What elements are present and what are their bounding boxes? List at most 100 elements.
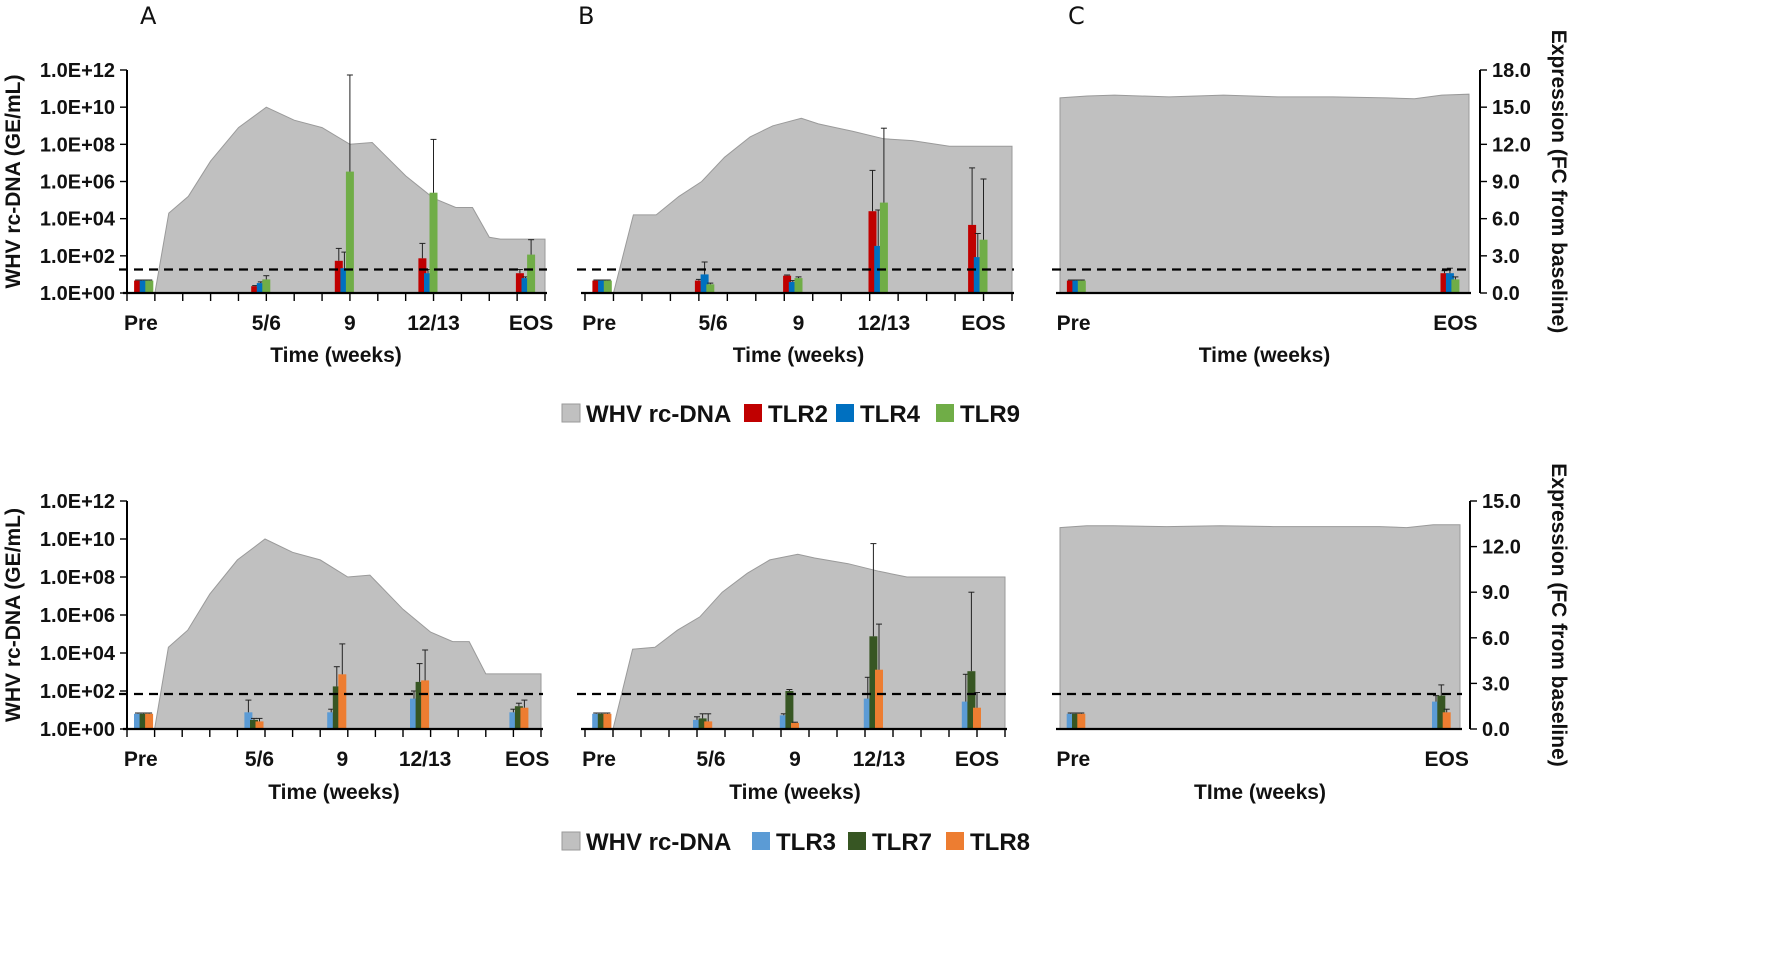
legend-item-whv-rc-dna: WHV rc-DNA	[561, 829, 731, 856]
legend-item-tlr8: TLR8	[946, 829, 1030, 856]
chart-panel-top-A: Pre 5/6 9 12/13 EOS Time (weeks) A 1.0E+00 1.0E+…	[2, 2, 553, 367]
y-tick-label-right: 6.0	[1492, 209, 1520, 231]
y-tick-label: 1.0E+02	[40, 681, 115, 703]
y-tick-label: 1.0E+08	[40, 567, 115, 589]
bar-tlr9-0	[1077, 280, 1086, 293]
bar-tlr2-1	[251, 286, 260, 293]
legend-item-tlr4: TLR4	[836, 401, 921, 428]
legend-label: TLR2	[768, 401, 828, 428]
x-tick-label: 5/6	[252, 312, 281, 335]
x-tick-label: EOS	[1433, 312, 1477, 335]
x-tick-label: 5/6	[245, 748, 274, 771]
bar-tlr8-1	[1442, 712, 1451, 729]
bar-tlr9-3	[879, 202, 888, 293]
x-tick-label: 5/6	[698, 312, 727, 335]
bar-tlr2-2	[783, 275, 792, 293]
bar-tlr9-1	[706, 284, 715, 293]
legend-item-tlr7: TLR7	[848, 829, 932, 856]
bar-tlr4-4	[521, 278, 530, 293]
legend-0: WHV rc-DNA TLR2 TLR4 TLR9	[561, 401, 1020, 428]
y-tick-label: 1.0E+10	[40, 529, 115, 551]
y-tick-label-right: 12.0	[1492, 134, 1531, 156]
x-tick-label: 5/6	[696, 748, 725, 771]
chart-panel-top-C: Pre EOS Time (weeks) C 0.0 3.0 6.0 9.0 12.0 15.0 1…	[1052, 2, 1570, 367]
bar-tlr4-1	[700, 274, 709, 293]
bar-tlr7-4	[514, 706, 523, 729]
x-tick-label: EOS	[955, 748, 999, 771]
bar-tlr4-0	[598, 280, 607, 293]
y-tick-label-right: 3.0	[1482, 673, 1510, 695]
bar-tlr9-1	[1451, 279, 1460, 293]
legend-label: TLR4	[860, 401, 921, 428]
bar-tlr9-3	[429, 192, 438, 293]
x-tick-label: Pre	[1057, 312, 1091, 335]
bar-tlr7-3	[869, 636, 878, 729]
bar-tlr8-1	[255, 721, 264, 729]
legend-item-tlr9: TLR9	[936, 401, 1020, 428]
bar-tlr3-1	[693, 719, 701, 729]
x-tick-label: Pre	[582, 312, 616, 335]
bar-tlr8-1	[704, 721, 713, 729]
bar-tlr2-3	[868, 211, 877, 293]
y-axis-title: WHV rc-DNA (GE/mL)	[2, 508, 25, 722]
x-tick-label: 12/13	[853, 748, 906, 771]
bar-tlr7-1	[1437, 695, 1446, 729]
bar-tlr9-2	[345, 171, 354, 293]
y-tick-label: 1.0E+04	[40, 643, 116, 665]
bar-tlr3-3	[863, 698, 872, 729]
bar-tlr7-0	[139, 713, 148, 729]
legend-swatch	[836, 404, 854, 422]
bar-tlr2-4	[515, 273, 524, 293]
x-tick-label: 12/13	[858, 312, 911, 335]
bar-tlr2-1	[1440, 273, 1449, 293]
y-tick-label: 1.0E+06	[40, 605, 115, 627]
bar-tlr4-1	[1445, 273, 1454, 293]
x-axis-title: TIme (weeks)	[1194, 781, 1326, 804]
whv-rc-dna-area	[1059, 93, 1470, 294]
x-tick-label: EOS	[961, 312, 1005, 335]
x-tick-label: Pre	[124, 748, 158, 771]
panel-letter: B	[578, 2, 594, 30]
bar-tlr2-0	[1066, 280, 1075, 293]
bar-tlr4-3	[424, 273, 432, 293]
y-tick-label: 1.0E+02	[40, 246, 115, 268]
y-tick-label: 1.0E+00	[40, 283, 115, 305]
bar-tlr9-0	[603, 280, 612, 293]
bar-tlr4-2	[340, 268, 349, 293]
y-tick-label-right: 9.0	[1492, 172, 1520, 194]
whv-rc-dna-area	[127, 106, 546, 294]
y-tick-label: 1.0E+12	[40, 60, 115, 82]
legend-swatch	[752, 832, 770, 850]
y-axis-title-right: Expression (FC from baseline)	[1547, 30, 1570, 333]
bar-tlr9-2	[794, 278, 803, 293]
whv-rc-dna-area	[127, 538, 542, 730]
legend-label: TLR9	[960, 401, 1020, 428]
x-axis-title: Time (weeks)	[270, 344, 402, 367]
bar-tlr3-0	[592, 713, 601, 729]
bar-tlr8-4	[973, 707, 981, 729]
whv-rc-dna-area	[585, 553, 1006, 730]
x-axis-title: Time (weeks)	[268, 781, 400, 804]
bar-tlr4-4	[973, 257, 982, 293]
whv-rc-dna-area	[585, 117, 1013, 294]
bar-tlr8-2	[338, 674, 347, 729]
bar-tlr9-4	[979, 239, 988, 293]
x-tick-label: 9	[789, 748, 801, 771]
y-tick-label-right: 18.0	[1492, 60, 1531, 82]
chart-panel-bottom-C: Pre EOS TIme (weeks) 0.0 3.0 6.0 9.0 12.0 15.0 Ex…	[1052, 463, 1570, 804]
legend-swatch	[561, 831, 581, 851]
y-tick-label: 1.0E+06	[40, 172, 115, 194]
y-tick-label-right: 12.0	[1482, 537, 1521, 559]
y-tick-label: 1.0E+08	[40, 134, 115, 156]
bar-tlr3-1	[1432, 701, 1440, 729]
bar-tlr3-2	[327, 712, 336, 729]
legend-label: WHV rc-DNA	[586, 401, 731, 428]
bar-tlr7-0	[597, 713, 606, 729]
bar-tlr2-1	[694, 280, 703, 293]
bar-tlr7-1	[698, 718, 707, 729]
bar-tlr9-1	[262, 279, 271, 293]
bar-tlr2-4	[968, 224, 977, 293]
bar-tlr4-1	[256, 283, 265, 293]
bar-tlr2-0	[134, 280, 143, 293]
